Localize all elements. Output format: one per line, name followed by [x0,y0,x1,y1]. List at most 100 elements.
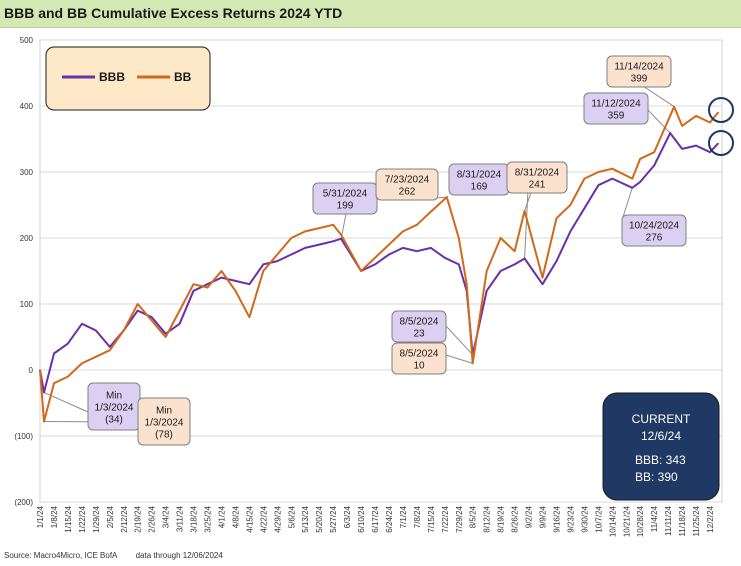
data-point-bb [276,253,279,256]
data-point-bb [332,224,334,226]
data-through-note: data through 12/06/2024 [135,551,223,560]
data-point-bbb [220,276,223,279]
data-point-bbb [653,164,655,167]
chart-title: BBB and BB Cumulative Excess Returns 202… [4,5,343,21]
data-point-bb [234,290,237,292]
x-tick-label: 4/1/24 [217,505,226,528]
x-tick-label: 1/1/24 [36,505,45,528]
data-point-bb [262,270,265,272]
y-tick-label: 400 [20,102,34,111]
x-tick-label: 11/18/24 [678,505,687,536]
x-tick-label: 11/25/24 [692,505,701,536]
data-point-bbb [332,240,334,243]
y-tick-label: 500 [20,36,34,45]
callout-box [506,161,568,194]
y-tick-label: 100 [20,300,34,309]
x-tick-label: 4/22/24 [259,505,268,532]
data-point-bb [150,319,153,322]
x-tick-label: 11/11/24 [664,505,673,536]
x-tick-label: 6/10/24 [357,505,366,532]
data-point-bbb [234,280,237,282]
x-tick-label: 10/7/24 [594,505,603,532]
source-note: Source: Macro4Micro, ICE BofA [4,551,118,560]
data-point-bb [523,210,526,212]
y-tick-label: (200) [14,498,33,507]
callout-text: 8/31/2024 [457,170,502,181]
callout-text: 7/23/2024 [385,175,430,186]
data-point-bb [465,283,468,286]
footer: Source: Macro4Micro, ICE BofA data throu… [4,551,239,560]
data-point-bb [206,286,209,289]
x-tick-label: 12/2/24 [706,505,715,532]
data-point-bbb [136,309,139,312]
data-point-bb [95,356,97,358]
data-point-bbb [340,237,342,240]
data-point-bb [178,309,181,312]
data-point-bbb [639,181,642,183]
x-tick-label: 11/4/24 [650,505,659,532]
callout-text: 1/3/2024 [145,418,184,429]
x-tick-label: 9/16/24 [552,505,561,532]
x-tick-label: 1/8/24 [50,505,59,528]
x-tick-label: 4/29/24 [273,505,282,532]
title-bar: BBB and BB Cumulative Excess Returns 202… [0,0,741,28]
data-point-bb [136,303,139,305]
x-tick-label: 6/17/24 [371,505,380,532]
data-point-bb [108,349,111,352]
data-point-bb [457,237,460,239]
x-tick-label: 9/2/24 [525,505,534,528]
data-point-bb [67,375,69,378]
x-tick-label: 5/6/24 [287,505,296,528]
x-tick-label: 2/19/24 [134,505,143,532]
data-point-bbb [318,243,320,246]
x-tick-label: 4/8/24 [231,505,240,528]
callout-text: 5/31/2024 [323,189,368,200]
callout-text: (34) [105,415,123,426]
data-point-bb [304,230,307,233]
data-point-bbb [290,253,293,256]
data-point-bb [374,257,376,259]
x-tick-label: 6/3/24 [343,505,352,528]
data-point-bb [653,151,655,153]
x-tick-label: 2/5/24 [106,505,115,528]
callout-box [391,310,447,343]
data-point-bb [471,362,474,365]
callout-text: Min [156,406,172,417]
x-tick-label: 3/4/24 [162,505,171,528]
data-point-bb [81,362,83,365]
callout-text: (78) [155,430,173,441]
callout-box [375,168,439,201]
data-point-bbb [669,132,671,134]
data-point-bb [402,230,404,233]
data-point-bb [695,115,697,117]
x-tick-label: 9/30/24 [580,505,589,532]
x-tick-label: 3/11/24 [176,505,185,532]
data-point-bbb [192,290,195,292]
x-tick-label: 7/8/24 [413,505,422,528]
callout-text: 10/24/2024 [629,221,679,232]
data-point-bbb [709,151,711,153]
data-point-bb [569,204,572,206]
data-point-bb [290,237,293,239]
x-tick-label: 1/22/24 [78,505,87,532]
data-point-bb [388,243,390,246]
callout-text: 241 [529,180,546,191]
data-point-bb [446,196,448,198]
data-point-bbb [681,148,683,150]
callout-box [583,92,649,125]
x-tick-label: 8/5/24 [469,505,478,528]
data-point-bbb [276,260,279,262]
data-point-bb [639,158,642,160]
data-point-bbb [631,187,634,189]
series-line-bbb [39,132,719,394]
data-point-bbb [485,290,488,292]
data-point-bb [555,217,558,219]
x-tick-label: 10/14/24 [608,505,617,537]
callout-text: 23 [413,329,425,340]
callout-text: 11/12/2024 [591,99,641,110]
data-point-bbb [53,352,55,355]
callout-leader [621,187,633,221]
data-point-bb [122,329,125,332]
x-tick-label: 1/15/24 [64,505,73,532]
